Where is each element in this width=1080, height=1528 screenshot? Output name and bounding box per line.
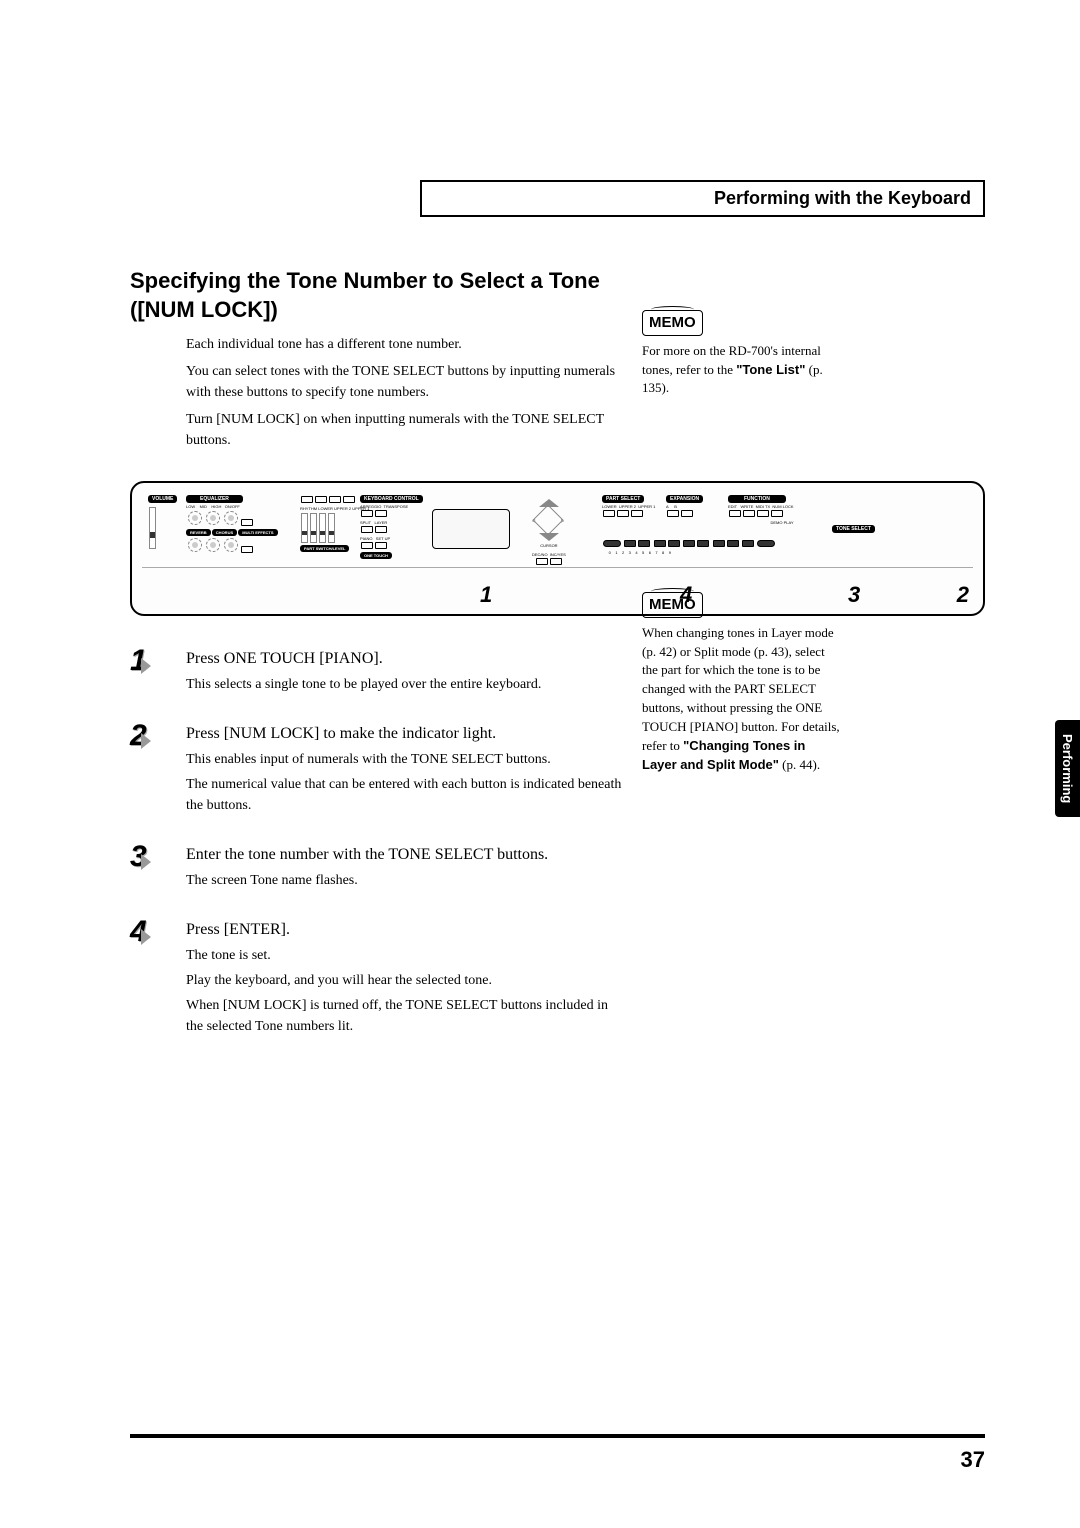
step-2: 2 Press [NUM LOCK] to make the indicator… xyxy=(130,721,985,820)
main-heading: Specifying the Tone Number to Select a T… xyxy=(130,267,985,324)
memo-block-1: MEMO For more on the RD-700's internal t… xyxy=(642,310,842,398)
step-title: Press [ENTER]. xyxy=(186,921,626,939)
step-body: Play the keyboard, and you will hear the… xyxy=(186,970,626,991)
intro-p2: You can select tones with the TONE SELEC… xyxy=(186,361,616,403)
memo1-text: For more on the RD-700's internal tones,… xyxy=(642,342,842,399)
intro-p3: Turn [NUM LOCK] on when inputting numera… xyxy=(186,409,616,451)
step-arrow-icon xyxy=(141,854,151,870)
step-body: This enables input of numerals with the … xyxy=(186,749,626,770)
step-body: The tone is set. xyxy=(186,945,626,966)
page-number: 37 xyxy=(961,1447,985,1473)
memo-block-2: MEMO When changing tones in Layer mode (… xyxy=(642,592,842,775)
intro-block: Each individual tone has a different ton… xyxy=(186,334,616,451)
heading-line1: Specifying the Tone Number to Select a T… xyxy=(130,268,600,293)
step-arrow-icon xyxy=(141,733,151,749)
diagram-label-3: 3 xyxy=(848,582,860,608)
diagram-label-2: 2 xyxy=(957,582,969,608)
step-3: 3 Enter the tone number with the TONE SE… xyxy=(130,842,985,895)
step-arrow-icon xyxy=(141,658,151,674)
lcd-screen xyxy=(432,509,510,549)
step-body: The screen Tone name flashes. xyxy=(186,870,626,891)
step-1: 1 Press ONE TOUCH [PIANO]. This selects … xyxy=(130,646,985,699)
step-number-3: 3 xyxy=(130,842,186,872)
keyboard-diagram: VOLUME EQUALIZER LOW MID HIGH ON/OFF REV… xyxy=(130,481,985,616)
side-tab: Performing xyxy=(1055,720,1080,817)
step-title: Enter the tone number with the TONE SELE… xyxy=(186,846,626,864)
memo-icon: MEMO xyxy=(642,310,703,336)
section-header-text: Performing with the Keyboard xyxy=(434,188,971,209)
step-4: 4 Press [ENTER]. The tone is set. Play t… xyxy=(130,917,985,1041)
memo-icon: MEMO xyxy=(642,592,703,618)
step-body: This selects a single tone to be played … xyxy=(186,674,626,695)
memo2-text: When changing tones in Layer mode (p. 42… xyxy=(642,624,842,775)
step-body: The numerical value that can be entered … xyxy=(186,774,626,816)
step-number-2: 2 xyxy=(130,721,186,751)
step-number-4: 4 xyxy=(130,917,186,947)
section-header: Performing with the Keyboard xyxy=(420,180,985,217)
diagram-label-1: 1 xyxy=(480,582,492,608)
intro-p1: Each individual tone has a different ton… xyxy=(186,334,616,355)
step-body: When [NUM LOCK] is turned off, the TONE … xyxy=(186,995,626,1037)
step-number-1: 1 xyxy=(130,646,186,676)
step-arrow-icon xyxy=(141,929,151,945)
step-title: Press ONE TOUCH [PIANO]. xyxy=(186,650,626,668)
step-title: Press [NUM LOCK] to make the indicator l… xyxy=(186,725,626,743)
heading-line2: ([NUM LOCK]) xyxy=(130,297,278,322)
footer-line xyxy=(130,1434,985,1438)
diagram-panel: VOLUME EQUALIZER LOW MID HIGH ON/OFF REV… xyxy=(142,493,973,568)
